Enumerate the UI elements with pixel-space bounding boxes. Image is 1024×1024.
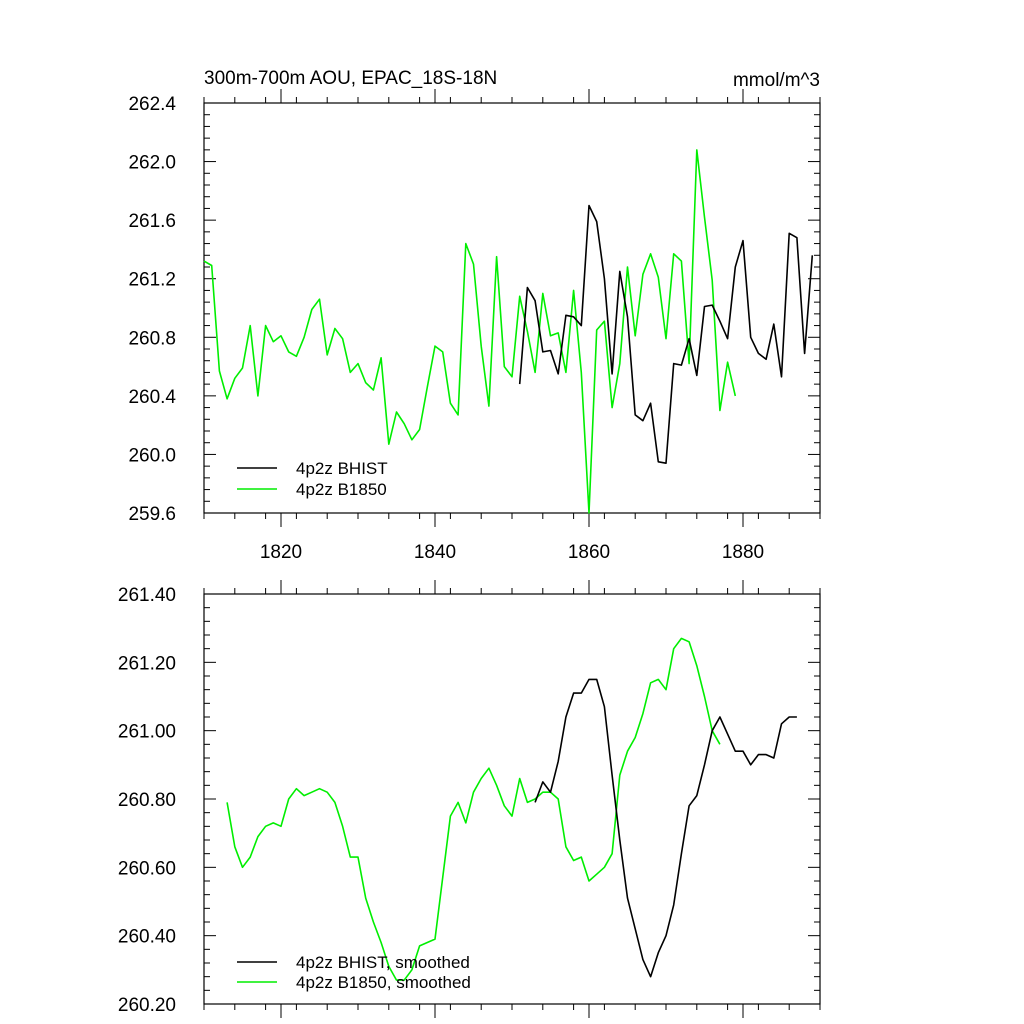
- y-tick-label: 260.20: [118, 995, 176, 1016]
- legend-label-b1850-smoothed: 4p2z B1850, smoothed: [296, 973, 471, 992]
- series-line-bhist: [518, 204, 814, 465]
- y-tick-label: 262.0: [128, 153, 176, 174]
- y-tick-label: 260.80: [118, 790, 176, 811]
- y-tick-label: 261.20: [118, 653, 176, 674]
- y-tick-label: 260.4: [128, 387, 176, 408]
- y-tick-label: 260.8: [128, 328, 176, 349]
- y-tick-label: 261.40: [118, 585, 176, 606]
- y-tick-label: 262.4: [128, 94, 176, 115]
- series-line-b1850: [203, 149, 737, 514]
- legend-label-bhist: 4p2z BHIST: [296, 459, 388, 478]
- panel-top: 300m-700m AOU, EPAC_18S-18N mmol/m^3 259…: [128, 68, 821, 563]
- legend-label-bhist-smoothed: 4p2z BHIST, smoothed: [296, 953, 470, 972]
- series-layer-top: [203, 149, 814, 514]
- x-tick-label: 1840: [414, 542, 456, 563]
- x-tick-label: 1820: [260, 542, 302, 563]
- series-line-bhist: [534, 678, 797, 978]
- y-tick-label: 259.6: [128, 504, 176, 525]
- y-tick-label: 260.0: [128, 445, 176, 466]
- units-label: mmol/m^3: [733, 70, 820, 91]
- y-tick-label: 261.6: [128, 211, 176, 232]
- y-tick-label: 260.60: [118, 858, 176, 879]
- x-tick-label: 1860: [568, 542, 610, 563]
- y-tick-label: 261.00: [118, 722, 176, 743]
- plot-frame-top: [203, 102, 821, 514]
- legend-bottom: 4p2z BHIST, smoothed 4p2z B1850, smoothe…: [237, 953, 471, 992]
- chart-title: 300m-700m AOU, EPAC_18S-18N: [204, 68, 497, 89]
- plot-frame-bottom: [203, 593, 821, 1005]
- y-tick-label: 261.2: [128, 270, 176, 291]
- panel-bottom: 260.20 260.40 260.60 260.80 261.00 261.20 261.…: [118, 580, 821, 1018]
- series-line-b1850: [226, 637, 721, 981]
- x-tick-label: 1880: [722, 542, 764, 563]
- legend-top: 4p2z BHIST 4p2z B1850: [237, 459, 388, 499]
- y-tick-label: 260.40: [118, 927, 176, 948]
- legend-label-b1850: 4p2z B1850: [296, 480, 387, 499]
- axis-ticks-bottom: 260.20 260.40 260.60 260.80 261.00 261.20 261.…: [118, 580, 821, 1018]
- series-layer-bottom: [226, 637, 797, 981]
- axis-ticks-top: 259.6 260.0 260.4 260.8 261.2 261.6 262.0 262.4…: [128, 89, 821, 563]
